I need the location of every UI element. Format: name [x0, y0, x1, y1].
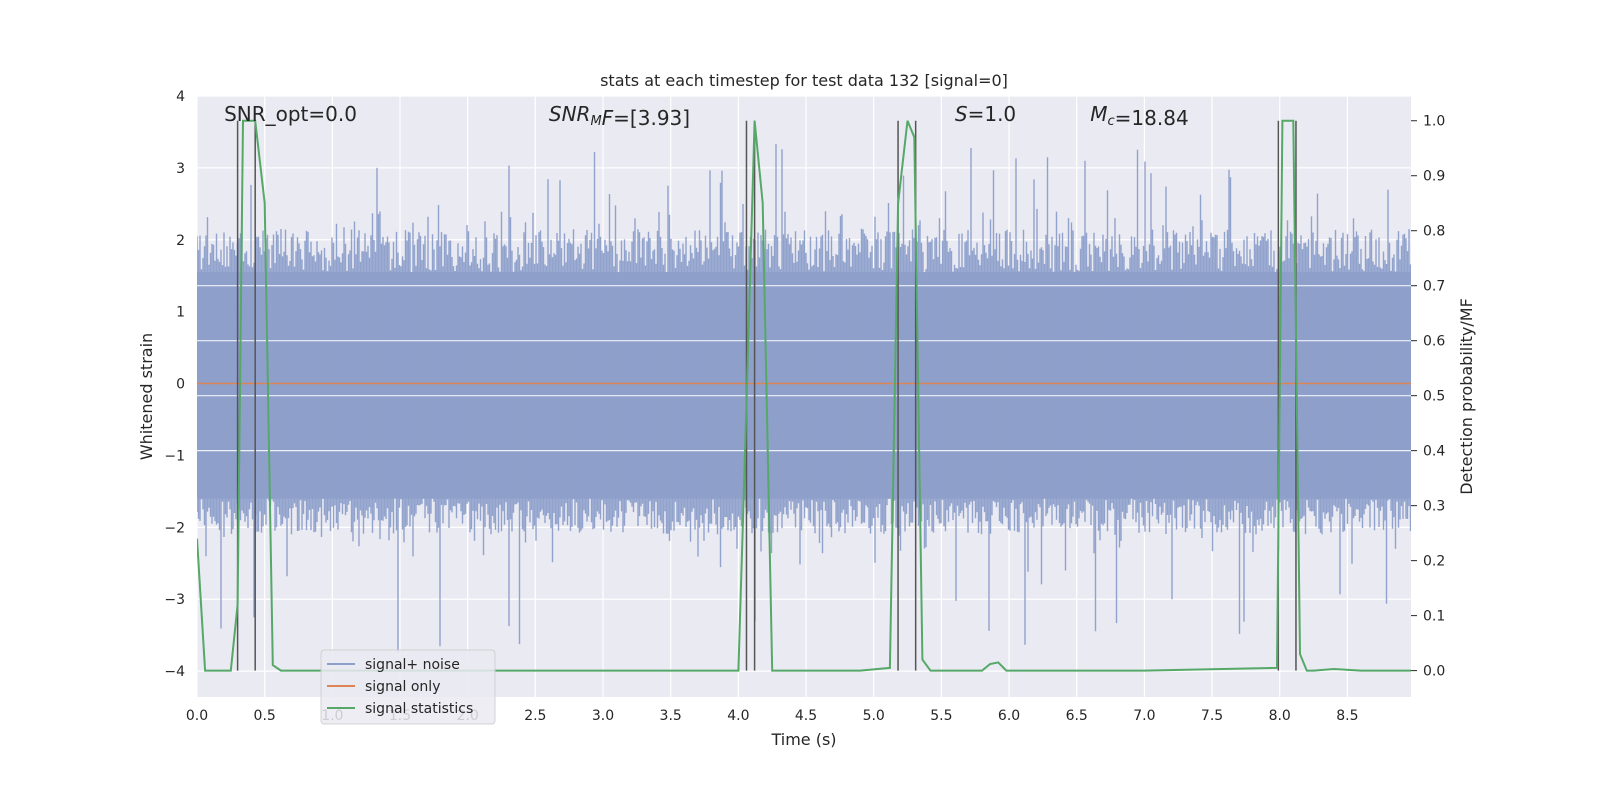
annotation-2: S=1.0 — [955, 102, 1016, 126]
legend-entry-1: signal only — [365, 679, 440, 695]
y-right-tick-label: 1.0 — [1423, 114, 1445, 130]
x-tick-label: 5.5 — [930, 708, 952, 724]
y-left-tick-label: −4 — [164, 664, 185, 680]
x-tick-label: 7.5 — [1201, 708, 1223, 724]
x-tick-label: 3.0 — [592, 708, 614, 724]
x-tick-label: 2.5 — [524, 708, 546, 724]
y-left-tick-label: −1 — [164, 448, 185, 464]
y-axis-left-ticks: 4 3 2 1 0 −1 −2 −3 −4 — [164, 89, 185, 680]
legend-entry-2: signal statistics — [365, 701, 473, 717]
legend: signal+ noise signal only signal statistic… — [320, 649, 496, 725]
legend-entry-0: signal+ noise — [365, 657, 460, 673]
y-left-tick-label: 2 — [176, 233, 185, 249]
annotations: SNR_opt=0.0 SNRMF=[3.93] S=1.0 Mc=18.84 — [224, 102, 1189, 130]
x-tick-label: 0.0 — [186, 708, 208, 724]
y-axis-right-ticks: 1.0 0.9 0.8 0.7 0.6 0.5 0.4 0.3 0.2 0.1 0.0 — [1411, 114, 1445, 680]
y-axis-right-label: Detection probability/MF — [1457, 298, 1476, 495]
y-left-tick-label: −2 — [164, 520, 185, 536]
y-right-tick-label: 0.9 — [1423, 169, 1445, 185]
x-tick-label: 4.0 — [727, 708, 749, 724]
x-tick-label: 5.0 — [863, 708, 885, 724]
x-tick-label: 6.5 — [1066, 708, 1088, 724]
signal-statistics-line — [197, 119, 1411, 672]
x-tick-label: 3.5 — [660, 708, 682, 724]
y-axis-left-label: Whitened strain — [137, 333, 156, 460]
x-tick-label: 0.5 — [254, 708, 276, 724]
annotation-0: SNR_opt=0.0 — [224, 102, 357, 126]
y-right-tick-label: 0.4 — [1423, 444, 1445, 460]
legend-box — [320, 649, 496, 725]
x-axis-label: Time (s) — [770, 730, 836, 749]
y-left-tick-label: 4 — [176, 89, 185, 105]
y-right-tick-label: 0.2 — [1423, 554, 1445, 570]
x-tick-label: 6.0 — [998, 708, 1020, 724]
y-right-tick-label: 0.8 — [1423, 224, 1445, 240]
y-right-tick-label: 0.7 — [1423, 279, 1445, 295]
y-right-tick-label: 0.0 — [1423, 664, 1445, 680]
x-tick-label: 8.0 — [1269, 708, 1291, 724]
x-tick-label: 7.0 — [1133, 708, 1155, 724]
x-tick-label: 8.5 — [1336, 708, 1358, 724]
y-left-tick-label: −3 — [164, 592, 185, 608]
series-signal-statistics — [197, 119, 1411, 672]
y-right-tick-label: 0.1 — [1423, 609, 1445, 625]
y-right-tick-label: 0.6 — [1423, 334, 1445, 350]
y-right-tick-label: 0.3 — [1423, 499, 1445, 515]
x-tick-label: 4.5 — [795, 708, 817, 724]
series-signal-noise — [197, 144, 1411, 654]
annotation-1: SNRMF=[3.93] — [549, 102, 690, 130]
y-right-tick-label: 0.5 — [1423, 389, 1445, 405]
annotation-3: Mc=18.84 — [1090, 102, 1188, 130]
y-left-tick-label: 1 — [176, 305, 185, 321]
y-left-tick-label: 3 — [176, 161, 185, 177]
chart-title: stats at each timestep for test data 132… — [600, 71, 1008, 90]
y-left-tick-label: 0 — [176, 377, 185, 393]
